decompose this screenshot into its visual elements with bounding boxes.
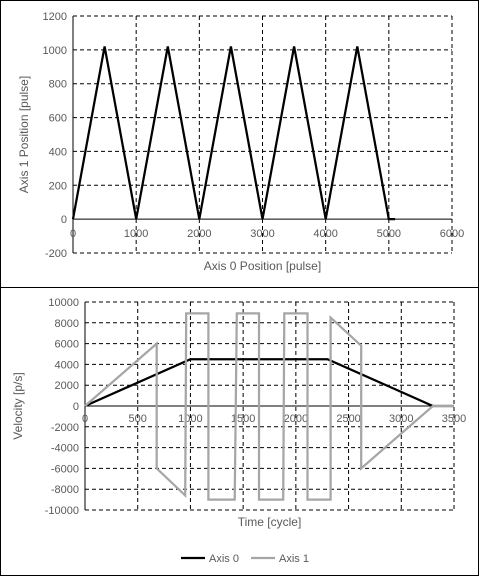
x-tick-label: 0	[70, 228, 76, 240]
y-tick-label: 6000	[55, 339, 79, 351]
y-tick-label: 1200	[43, 11, 67, 23]
x-tick-label: 1000	[178, 413, 202, 425]
x-axis-title: Time [cycle]	[238, 515, 302, 529]
axis-1-line	[84, 312, 454, 501]
x-tick-label: 500	[129, 413, 147, 425]
y-tick-label: -4000	[51, 443, 79, 455]
x-axis-title: Axis 0 Position [pulse]	[204, 259, 321, 273]
x-tick-label: 3500	[442, 413, 466, 425]
x-tick-label: 3000	[250, 228, 274, 240]
y-tick-label: 0	[61, 214, 67, 226]
y-tick-label: -2000	[51, 422, 79, 434]
y-tick-label: 0	[73, 401, 79, 413]
y-tick-label: 600	[49, 113, 67, 125]
y-tick-label: 1000	[43, 45, 67, 57]
velocity-chart-panel: -10000 -8000 -6000 -4000 -2000 0 2000 4000 6000 8…	[0, 287, 479, 576]
y-tick-label: -200	[45, 248, 67, 260]
x-tick-label: 4000	[313, 228, 337, 240]
y-tick-label: -10000	[45, 505, 79, 517]
y-tick-label: 4000	[55, 359, 79, 371]
x-tick-label: 1500	[231, 413, 255, 425]
x-tick-label: 0	[82, 413, 88, 425]
legend-label-axis-1: Axis 1	[279, 553, 309, 565]
x-tick-label: 2500	[336, 413, 360, 425]
legend-label-axis-0: Axis 0	[209, 553, 239, 565]
y-tick-label: -6000	[51, 463, 79, 475]
y-axis-title: Velocity [p/s]	[11, 372, 25, 439]
x-tick-label: 5000	[377, 228, 401, 240]
axis-0-line	[84, 358, 454, 408]
position-chart-panel: -200 0 200 400 600 800 1000 1200 0 1000 2000 3000 40…	[0, 0, 479, 288]
series-line	[71, 46, 396, 221]
y-tick-label: 800	[49, 79, 67, 91]
y-tick-label: -8000	[51, 484, 79, 496]
y-axis-title: Axis 1 Position [pulse]	[17, 76, 31, 193]
x-tick-label: 3000	[389, 413, 413, 425]
chart-legend: Axis 0 Axis 1	[181, 553, 309, 565]
y-tick-label: 2000	[55, 380, 79, 392]
y-tick-label: 10000	[48, 297, 79, 309]
x-tick-label: 1000	[124, 228, 148, 240]
x-tick-label: 6000	[440, 228, 464, 240]
x-tick-label: 2000	[187, 228, 211, 240]
y-tick-label: 400	[49, 146, 67, 158]
y-tick-label: 8000	[55, 318, 79, 330]
velocity-chart: -10000-8000-6000-4000-200002000400060008…	[11, 297, 466, 565]
x-tick-label: 2000	[284, 413, 308, 425]
y-tick-label: 200	[49, 180, 67, 192]
